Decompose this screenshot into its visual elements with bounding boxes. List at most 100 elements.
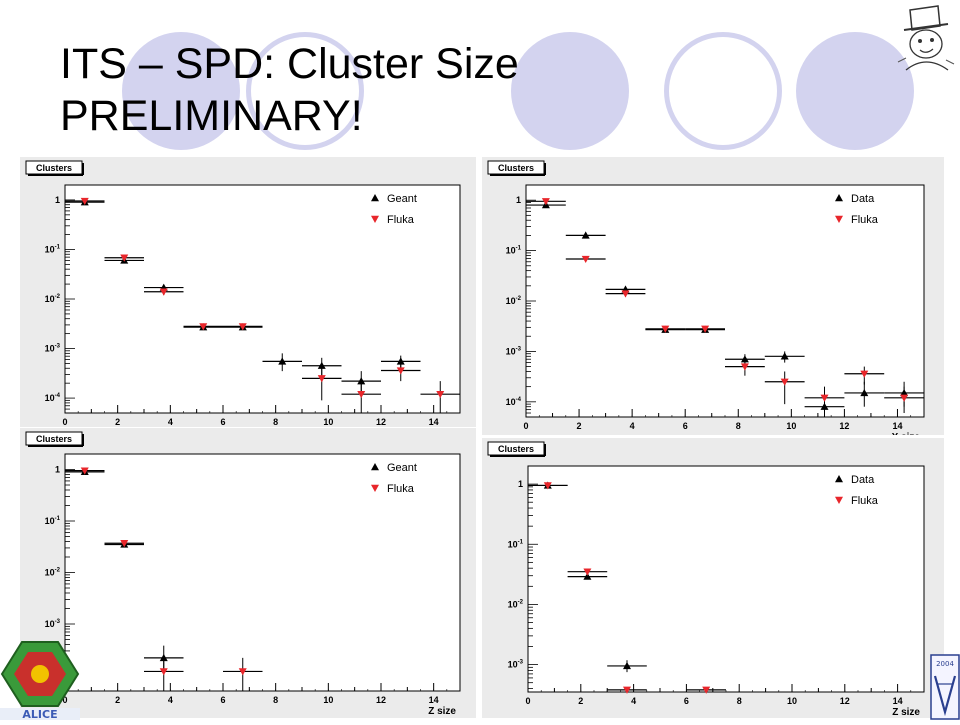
legend-marker bbox=[835, 194, 843, 202]
chart-3-svg: Clusters 0 2 4 6 8 10 12 14Z size 1 10-1 10-2 10-3 Da… bbox=[487, 441, 925, 718]
data-point bbox=[844, 366, 885, 385]
data-point bbox=[764, 351, 805, 363]
x-tick-label: 0 bbox=[62, 417, 67, 427]
x-tick-label: 10 bbox=[323, 695, 333, 705]
marker-triangle-down bbox=[860, 370, 869, 378]
y-tick-label: 10-3 bbox=[506, 346, 522, 356]
x-tick-label: 6 bbox=[683, 421, 688, 431]
x-tick-label: 4 bbox=[630, 421, 635, 431]
data-point bbox=[183, 323, 223, 331]
marker-triangle-down bbox=[357, 390, 366, 399]
x-axis-label: Z size bbox=[892, 707, 920, 718]
marker-triangle-down bbox=[120, 540, 129, 548]
marker-triangle-down bbox=[238, 323, 247, 331]
data-point bbox=[567, 568, 608, 576]
y-tick-label: 10-2 bbox=[45, 294, 61, 304]
x-tick-label: 2 bbox=[115, 417, 120, 427]
data-point bbox=[65, 197, 105, 206]
marker-triangle-down bbox=[740, 363, 749, 371]
data-point bbox=[844, 381, 885, 407]
data-point bbox=[607, 660, 647, 673]
x-axis: 0 2 4 6 8 10 12 14Z size bbox=[62, 683, 461, 717]
x-tick-label: 2 bbox=[578, 696, 583, 706]
chart-panel-top-left: Clusters02468101214X size110-110-210-310… bbox=[20, 157, 476, 427]
x-axis: 0 2 4 6 8 10 12 14Z size bbox=[525, 684, 925, 718]
x-tick-label: 2 bbox=[115, 695, 120, 705]
data-point bbox=[104, 540, 144, 548]
marker-triangle-down bbox=[80, 197, 89, 206]
legend-entry: Fluka bbox=[387, 483, 415, 495]
title-line-1: ITS – SPD: Cluster Size bbox=[60, 40, 519, 88]
legend-entry: Fluka bbox=[851, 495, 879, 507]
y-axis: 1 10-1 10-2 10-3 10-4 bbox=[506, 184, 536, 418]
legend-marker bbox=[371, 463, 379, 471]
stat-box: Clusters bbox=[25, 160, 84, 176]
x-tick-label: 10 bbox=[787, 696, 797, 706]
marker-triangle-down bbox=[820, 394, 829, 402]
marker-triangle-down bbox=[701, 325, 710, 333]
deco-circle-3 bbox=[511, 32, 629, 150]
data-point bbox=[884, 386, 924, 414]
data-point bbox=[565, 231, 606, 239]
legend: Geant Fluka bbox=[361, 455, 453, 499]
marker-triangle-up bbox=[581, 231, 590, 239]
marker-triangle-up bbox=[159, 653, 168, 662]
marker-triangle-down bbox=[581, 255, 590, 264]
data-point bbox=[262, 353, 302, 372]
stat-box-label: Clusters bbox=[36, 434, 72, 444]
x-tick-label: 0 bbox=[523, 421, 528, 431]
series-fluka bbox=[65, 197, 460, 413]
data-point bbox=[381, 363, 421, 382]
y-tick-label: 10-1 bbox=[506, 246, 522, 256]
legend: Data Fluka bbox=[825, 186, 917, 230]
legend-marker bbox=[835, 475, 843, 483]
data-point bbox=[420, 381, 460, 413]
x-axis: 02468101214X size bbox=[523, 409, 925, 435]
chart-0-svg: Clusters02468101214X size110-110-210-310… bbox=[25, 160, 461, 427]
series-fluka bbox=[526, 198, 924, 414]
marker-triangle-down bbox=[621, 290, 630, 298]
x-tick-label: 6 bbox=[220, 417, 225, 427]
marker-triangle-down bbox=[159, 668, 168, 676]
data-point bbox=[686, 686, 726, 694]
chart-2-svg: Clusters 0 2 4 6 8 10 12 14Z size 1 10-1 10-2 10-3 10… bbox=[25, 431, 461, 717]
deco-circle-5 bbox=[796, 32, 914, 150]
chart-panel-bottom-left: Clusters 0 2 4 6 8 10 12 14Z size 1 10-1 10-2 10-3 10… bbox=[20, 428, 476, 718]
x-tick-label: 0 bbox=[525, 696, 530, 706]
y-tick-label: 10-3 bbox=[45, 619, 61, 629]
marker-triangle-up bbox=[623, 661, 631, 670]
series-fluka bbox=[528, 482, 726, 694]
y-axis: 1 10-1 10-2 10-3 10-4 bbox=[45, 184, 75, 414]
legend: Geant Fluka bbox=[361, 186, 453, 230]
mad-hatter-illustration bbox=[892, 0, 958, 74]
y-tick-label: 10-2 bbox=[508, 599, 524, 609]
x-tick-label: 6 bbox=[684, 696, 689, 706]
marker-triangle-down bbox=[159, 288, 168, 296]
data-point bbox=[804, 386, 845, 414]
x-tick-label: 4 bbox=[168, 417, 173, 427]
legend-entry: Geant bbox=[387, 462, 417, 474]
stat-box-label: Clusters bbox=[498, 163, 534, 173]
data-point bbox=[302, 368, 342, 401]
y-axis: 1 10-1 10-2 10-3 bbox=[508, 465, 538, 689]
y-tick-label: 10-3 bbox=[45, 344, 61, 354]
legend-marker bbox=[835, 496, 843, 504]
stat-box: Clusters bbox=[487, 441, 546, 457]
data-point bbox=[528, 482, 568, 490]
x-tick-label: 14 bbox=[893, 696, 903, 706]
title-line-2: PRELIMINARY! bbox=[60, 92, 363, 140]
data-point bbox=[725, 359, 765, 376]
y-tick-label: 1 bbox=[516, 195, 521, 205]
legend-marker bbox=[371, 194, 379, 202]
x-tick-label: 12 bbox=[376, 695, 386, 705]
marker-triangle-up bbox=[357, 377, 366, 385]
data-point bbox=[104, 254, 144, 262]
alice-logo: ALICE bbox=[0, 636, 80, 721]
x-axis: 02468101214X size bbox=[62, 405, 461, 427]
legend-entry: Geant bbox=[387, 193, 417, 205]
marker-triangle-up bbox=[317, 361, 326, 369]
x-tick-label: 2 bbox=[577, 421, 582, 431]
x-axis-label: X size bbox=[892, 432, 921, 435]
marker-triangle-down bbox=[199, 323, 208, 331]
marker-triangle-down bbox=[661, 325, 670, 333]
